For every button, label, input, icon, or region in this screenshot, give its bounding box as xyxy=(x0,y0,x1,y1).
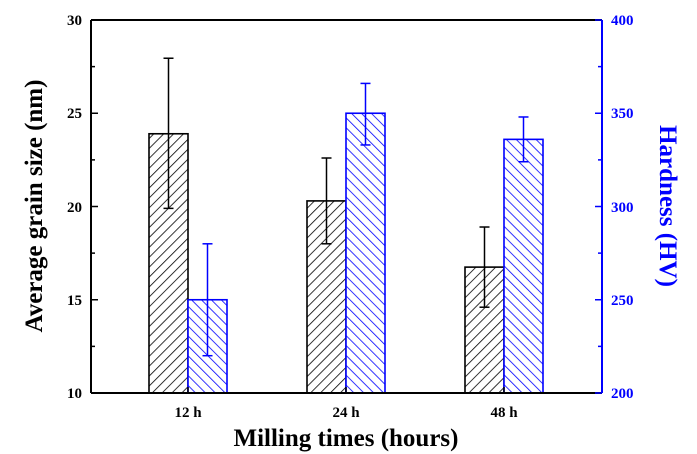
y-tick-label-10: 10 xyxy=(67,386,82,402)
error-bars-layer xyxy=(163,57,529,357)
bar-hardness-2 xyxy=(345,112,386,394)
y-tick-label-25: 25 xyxy=(67,106,82,122)
x-tick-label-1: 12 h xyxy=(174,405,202,421)
y2-tick-label-350: 350 xyxy=(611,106,634,122)
error-bar-grain-size-2 xyxy=(321,157,332,245)
bar-hardness-3 xyxy=(503,138,544,394)
error-bar-grain-size-1 xyxy=(163,57,174,210)
ticks-layer xyxy=(91,19,602,394)
y-tick-label-20: 20 xyxy=(67,200,82,216)
x-tick-label-3: 48 h xyxy=(490,405,518,421)
error-bar-hardness-3 xyxy=(518,116,529,163)
y-tick-label-15: 15 xyxy=(67,293,82,309)
y2-tick-label-200: 200 xyxy=(611,386,634,402)
error-bar-hardness-2 xyxy=(360,82,371,146)
y-tick-label-30: 30 xyxy=(67,13,82,29)
x-tick-label-2: 24 h xyxy=(332,405,360,421)
y2-tick-label-400: 400 xyxy=(611,13,634,29)
error-bar-hardness-1 xyxy=(202,243,213,357)
y2-tick-label-300: 300 xyxy=(611,200,634,216)
y2-tick-label-250: 250 xyxy=(611,293,634,309)
error-bar-grain-size-3 xyxy=(479,226,490,308)
y2-axis-title: Hardness (HV) xyxy=(654,125,681,287)
y-axis-title: Average grain size (nm) xyxy=(21,80,48,333)
x-axis-title: Milling times (hours) xyxy=(234,425,459,452)
